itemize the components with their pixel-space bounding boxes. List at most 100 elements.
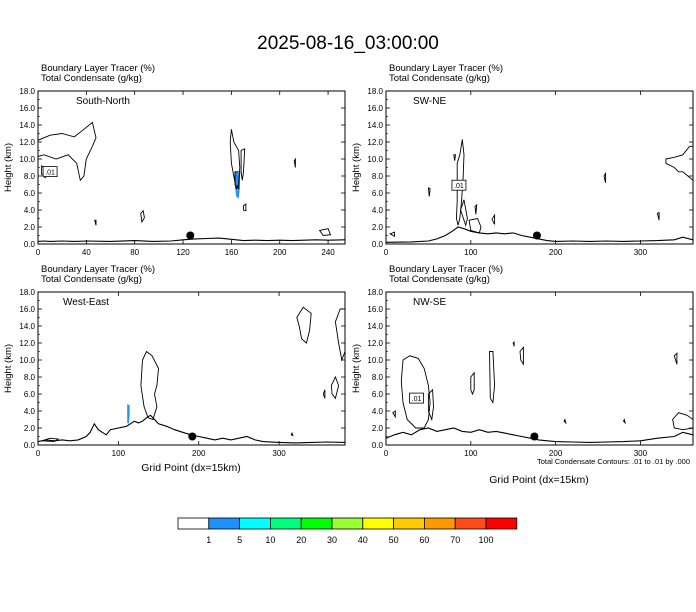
condensate-contour <box>334 308 345 362</box>
panel-nw-se: Boundary Layer Tracer (%)Total Condensat… <box>351 264 694 486</box>
x-tick-label: 100 <box>464 248 478 257</box>
condensate-contour <box>603 171 607 183</box>
condensate-contour <box>622 418 627 425</box>
condensate-contour <box>140 350 159 421</box>
y-tick-label: 16.0 <box>367 305 383 314</box>
panel-title-condensate: Total Condensate (g/kg) <box>389 274 490 285</box>
x-tick-label: 240 <box>321 248 335 257</box>
condensate-contour <box>322 389 326 399</box>
x-tick-label: 100 <box>464 449 478 458</box>
terrain-line <box>38 237 345 242</box>
x-tick-label: 40 <box>82 248 91 257</box>
y-tick-label: 14.0 <box>19 322 35 331</box>
x-tick-label: 0 <box>384 248 389 257</box>
y-tick-label: 4.0 <box>24 407 36 416</box>
colorbar-swatch <box>331 517 364 530</box>
colorbar-label: 70 <box>450 535 460 545</box>
panel-south-north: Boundary Layer Tracer (%)Total Condensat… <box>3 63 346 257</box>
contour-label: .01 <box>45 170 55 177</box>
cross-section-label: NW-SE <box>413 297 446 308</box>
x-tick-label: 300 <box>634 449 648 458</box>
y-tick-label: 18.0 <box>367 87 383 96</box>
y-tick-label: 10.0 <box>367 155 383 164</box>
colorbar-label: 5 <box>237 535 242 545</box>
x-tick-label: 200 <box>549 449 563 458</box>
y-tick-label: 8.0 <box>24 373 36 382</box>
cross-section-label: South-North <box>76 96 130 107</box>
y-tick-label: 8.0 <box>24 172 36 181</box>
colorbar-swatch <box>269 517 302 530</box>
panel-west-east: Boundary Layer Tracer (%)Total Condensat… <box>3 264 346 474</box>
y-tick-label: 6.0 <box>372 390 384 399</box>
x-tick-label: 120 <box>176 248 190 257</box>
condensate-contour <box>41 437 60 443</box>
condensate-contour <box>512 341 515 347</box>
contour-label: .01 <box>412 396 422 403</box>
condensate-contour <box>665 145 693 181</box>
condensate-contour <box>468 217 482 234</box>
y-axis-label: Height (km) <box>3 143 14 192</box>
plot-area <box>38 121 345 242</box>
colorbar-swatch <box>177 517 210 530</box>
y-tick-label: 10.0 <box>367 356 383 365</box>
condensate-contour <box>392 410 396 419</box>
y-tick-label: 4.0 <box>372 407 384 416</box>
condensate-contour <box>140 209 145 224</box>
y-axis-label: Height (km) <box>351 344 362 393</box>
colorbar-swatch <box>362 517 394 530</box>
y-tick-label: 0.0 <box>372 441 384 450</box>
condensate-contour <box>400 355 431 429</box>
condensate-contour <box>491 213 496 225</box>
condensate-contour <box>656 211 660 221</box>
plot-frame <box>385 291 694 446</box>
colorbar: 1 5 10 20 30 40 50 60 70 100 <box>177 517 518 545</box>
terrain-line <box>38 414 345 444</box>
y-tick-label: 18.0 <box>19 288 35 297</box>
x-tick-label: 0 <box>384 449 389 458</box>
colorbar-swatch <box>485 517 518 530</box>
cross-section-label: SW-NE <box>413 96 446 107</box>
condensate-contour <box>489 351 496 404</box>
tracer-fill-5pct <box>127 404 130 424</box>
panel-title-condensate: Total Condensate (g/kg) <box>41 73 142 84</box>
colorbar-swatch <box>300 517 333 530</box>
x-tick-label: 160 <box>225 248 239 257</box>
y-axis-label: Height (km) <box>351 143 362 192</box>
condensate-contour <box>318 228 332 236</box>
colorbar-swatch <box>239 517 271 530</box>
condensate-contour <box>672 412 693 431</box>
contour-label: .01 <box>454 183 464 190</box>
y-tick-label: 6.0 <box>372 189 384 198</box>
condensate-contour <box>330 375 340 400</box>
y-tick-label: 12.0 <box>19 138 35 147</box>
plot-frame <box>37 90 346 245</box>
plot-area <box>386 341 693 443</box>
y-tick-label: 18.0 <box>19 87 35 96</box>
y-tick-label: 14.0 <box>19 121 35 130</box>
panel-title-condensate: Total Condensate (g/kg) <box>389 73 490 84</box>
terrain-line <box>386 427 693 443</box>
colorbar-label: 60 <box>419 535 429 545</box>
x-axis-label: Grid Point (dx=15km) <box>489 474 589 486</box>
colorbar-swatch <box>454 517 487 530</box>
colorbar-label: 40 <box>358 535 368 545</box>
y-tick-label: 4.0 <box>372 206 384 215</box>
contour-footnote: Total Condensate Contours: .01 to .01 by… <box>537 457 690 466</box>
location-marker <box>186 231 195 240</box>
colorbar-swatch <box>208 517 241 530</box>
condensate-contour <box>240 148 246 181</box>
x-tick-label: 200 <box>273 248 287 257</box>
panel-title-condensate: Total Condensate (g/kg) <box>41 274 142 285</box>
condensate-contour <box>474 203 478 215</box>
condensate-contour <box>293 157 296 168</box>
figure-title: 2025-08-16_03:00:00 <box>257 33 439 54</box>
colorbar-swatch <box>423 517 456 530</box>
condensate-contour <box>455 139 465 226</box>
y-tick-label: 8.0 <box>372 172 384 181</box>
y-tick-label: 2.0 <box>372 424 384 433</box>
colorbar-label: 30 <box>327 535 337 545</box>
y-tick-label: 14.0 <box>367 121 383 130</box>
panel-title-tracer: Boundary Layer Tracer (%) <box>41 264 155 275</box>
y-tick-label: 16.0 <box>19 104 35 113</box>
